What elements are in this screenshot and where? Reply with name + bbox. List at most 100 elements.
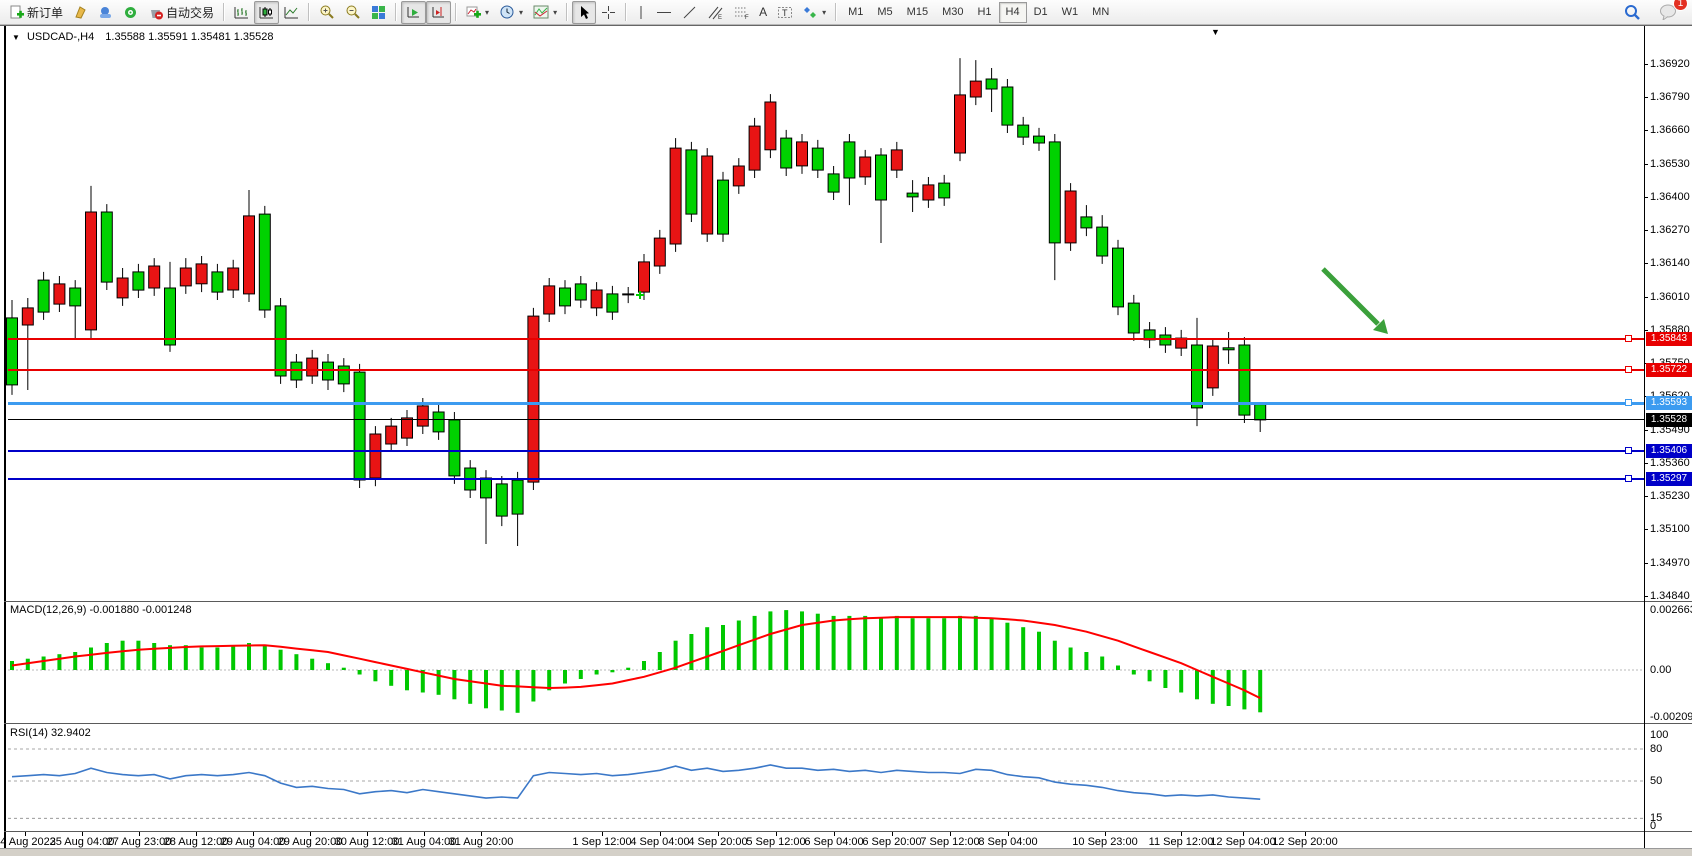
rsi-axis-label: 80 [1650,743,1663,755]
trendline-icon [682,5,697,20]
rsi-indicator-label: RSI(14) 32.9402 [10,727,91,739]
time-axis-label: 10 Sep 23:00 [1072,836,1138,848]
time-axis-tick [718,832,719,836]
search-button[interactable] [1619,1,1646,24]
macd-pane-separator[interactable] [4,601,1692,602]
svg-text:E: E [718,15,722,20]
horizontal-line-object[interactable] [8,419,1644,420]
toolbar-separator [223,3,226,21]
chart-shift-button[interactable] [426,0,452,24]
arrows-tool-button[interactable]: ▾ [798,1,831,24]
bar-chart-button[interactable] [229,1,254,24]
fibonacci-tool-button[interactable]: F [728,1,754,24]
time-axis-label: 25 Aug 04:00 [49,836,115,848]
arrows-caret: ▾ [822,7,827,17]
auto-scroll-button[interactable] [401,0,427,24]
arrow-object[interactable] [1321,267,1380,326]
macd-indicator-label: MACD(12,26,9) -0.001880 -0.001248 [10,604,192,616]
toolbar-separator [566,3,569,21]
time-axis-label: 12 Sep 20:00 [1272,836,1338,848]
community-button[interactable] [93,1,118,24]
periods-button[interactable]: ▾ [494,1,528,24]
indicators-button[interactable]: ▾ [461,1,494,24]
text-tool-button[interactable]: A [754,1,772,24]
trendline-tool-button[interactable] [677,1,702,24]
time-axis-label: 24 Aug 2023 [0,836,56,848]
price-axis-label: 1.35490 [1644,424,1690,436]
line-anchor-handle[interactable] [1625,335,1632,342]
line-anchor-handle[interactable] [1625,447,1632,454]
horizontal-line-object[interactable] [8,335,1644,342]
zoom-in-button[interactable] [314,1,340,24]
one-click-dropdown-icon[interactable]: ▼ [12,33,20,42]
cursor-tool-button[interactable] [572,0,597,24]
toolbar-separator [455,3,458,21]
notifications-button[interactable]: 1 [1654,0,1688,24]
vertical-line-icon [636,5,646,20]
time-axis-label: 6 Sep 04:00 [804,836,864,848]
tile-windows-icon [371,5,386,20]
timeframe-h4-button[interactable]: H4 [998,1,1027,23]
crosshair-tool-button[interactable] [596,1,621,24]
timeframe-h1-button[interactable]: H1 [977,6,992,18]
time-axis-label: 12 Sep 04:00 [1210,836,1276,848]
candlestick-chart-button[interactable] [254,0,280,24]
vertical-line-tool-button[interactable] [631,1,651,24]
autotrading-label: 自动交易 [166,5,215,20]
signals-button[interactable] [118,1,143,24]
new-order-label: 新订单 [27,5,64,20]
horizontal-line-object[interactable] [8,475,1644,482]
time-axis-tick [1008,832,1009,836]
horizontal-line-tool-button[interactable] [651,1,677,24]
timeframe-w1-button[interactable]: W1 [1061,6,1079,18]
line-anchor-handle[interactable] [1625,366,1632,373]
text-label-tool-button[interactable]: T [772,1,798,24]
line-anchor-handle[interactable] [1625,475,1632,482]
window-bottom-strip [0,848,1692,856]
main-toolbar: 新订单 自动交易 ▾ ▾ ▾ E F A T ▾ [0,0,1692,25]
price-marker: 1.35593 [1646,396,1692,410]
line-anchor-handle[interactable] [1625,399,1632,406]
toolbar-separator [395,3,398,21]
time-axis-tick [1305,832,1306,836]
new-order-icon [9,5,24,20]
time-axis-label: 5 Sep 12:00 [746,836,806,848]
timeframe-m1-button[interactable]: M1 [848,6,864,18]
timeframe-m30-button[interactable]: M30 [942,6,964,18]
time-axis-tick [253,832,254,836]
timeframe-mn-button[interactable]: MN [1092,6,1110,18]
time-axis-tick [660,832,661,836]
equidistant-channel-tool-button[interactable]: E [702,1,728,24]
new-order-button[interactable]: 新订单 [4,1,68,24]
macd-axis-label: 0.002663 [1650,604,1692,616]
quotes-button[interactable] [68,1,93,24]
time-axis-tick [602,832,603,836]
autotrading-button[interactable]: 自动交易 [143,1,219,24]
window-frame [0,25,1692,26]
price-marker: 1.35297 [1646,472,1692,486]
horizontal-line-object[interactable] [8,399,1644,406]
time-axis-tick [481,832,482,836]
horizontal-line-object[interactable] [8,366,1644,373]
templates-button[interactable]: ▾ [528,1,562,24]
time-axis-label: 11 Sep 12:00 [1148,836,1214,848]
time-axis-tick [950,832,951,836]
tile-windows-button[interactable] [366,1,391,24]
time-axis-label: 27 Aug 23:00 [106,836,172,848]
price-marker: 1.35528 [1646,413,1692,427]
horizontal-line-object[interactable] [8,447,1644,454]
price-axis-label: 1.36400 [1644,191,1690,203]
timeframe-m5-button[interactable]: M5 [877,6,893,18]
time-axis-label: 1 Sep 12:00 [572,836,632,848]
line-chart-button[interactable] [279,1,304,24]
candlestick-chart-icon [259,5,274,20]
price-marker: 1.35406 [1646,444,1692,458]
rsi-pane-separator[interactable] [4,723,1692,724]
timeframe-d1-button[interactable]: D1 [1033,6,1048,18]
zoom-out-button[interactable] [340,1,366,24]
symbol-period-label: USDCAD-,H4 [26,31,95,43]
time-axis-separator [4,831,1692,832]
quotes-icon [73,5,88,20]
timeframe-m15-button[interactable]: M15 [906,6,929,18]
